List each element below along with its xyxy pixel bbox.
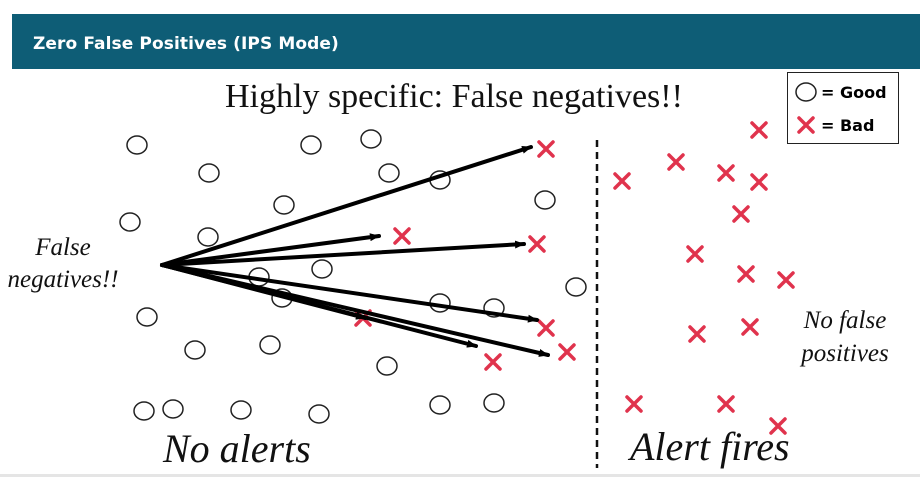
bad-x-icon bbox=[737, 265, 755, 283]
bad-x-icon bbox=[537, 319, 555, 337]
good-circle-icon bbox=[259, 335, 281, 355]
good-circle-icon bbox=[376, 356, 398, 376]
good-circle-icon bbox=[133, 401, 155, 421]
bad-x-icon bbox=[717, 395, 735, 413]
good-circle-icon bbox=[300, 135, 322, 155]
arrow-icon bbox=[160, 263, 550, 357]
good-circle-icon bbox=[198, 163, 220, 183]
good-circle-icon bbox=[378, 163, 400, 183]
bad-x-icon bbox=[797, 116, 815, 134]
bad-x-icon bbox=[537, 140, 555, 158]
good-circle-icon bbox=[483, 393, 505, 413]
bad-x-icon bbox=[686, 245, 704, 263]
good-circle-icon bbox=[230, 400, 252, 420]
good-circle-icon bbox=[565, 277, 587, 297]
good-circle-icon bbox=[184, 340, 206, 360]
bad-x-icon bbox=[777, 271, 795, 289]
good-circle-icon bbox=[197, 227, 219, 247]
good-circle-icon bbox=[126, 135, 148, 155]
good-circle-icon bbox=[360, 129, 382, 149]
bad-x-icon bbox=[613, 172, 631, 190]
good-circle-icon bbox=[119, 212, 141, 232]
good-circle-icon bbox=[136, 307, 158, 327]
legend: = Good = Bad bbox=[787, 72, 899, 144]
good-items bbox=[119, 129, 587, 424]
good-circle-icon bbox=[273, 195, 295, 215]
legend-good: = Good bbox=[794, 78, 887, 106]
legend-bad-label: = Bad bbox=[821, 115, 875, 135]
bad-x-icon bbox=[484, 353, 502, 371]
bad-x-icon bbox=[717, 164, 735, 182]
good-circle-icon bbox=[308, 404, 330, 424]
good-circle-icon bbox=[162, 399, 184, 419]
bad-x-icon bbox=[393, 227, 411, 245]
no-alerts-label: No alerts bbox=[163, 426, 311, 471]
good-circle-icon bbox=[534, 190, 556, 210]
good-circle-icon bbox=[311, 259, 333, 279]
header-bar: Zero False Positives (IPS Mode) bbox=[12, 14, 920, 69]
top-strip bbox=[0, 0, 920, 14]
bad-x-icon bbox=[750, 173, 768, 191]
bad-x-icon bbox=[528, 235, 546, 253]
no-false-positives-label: No false positives bbox=[801, 307, 889, 367]
arrow-icon bbox=[160, 233, 381, 267]
arrows bbox=[160, 145, 550, 357]
legend-good-label: = Good bbox=[821, 82, 887, 102]
arrow-icon bbox=[160, 263, 539, 323]
bad-items bbox=[354, 121, 795, 435]
alert-fires-label: Alert fires bbox=[630, 424, 790, 469]
page-title: Zero False Positives (IPS Mode) bbox=[33, 34, 339, 54]
arrow-icon bbox=[160, 145, 533, 267]
good-circle-icon bbox=[483, 298, 505, 318]
bottom-rule bbox=[0, 474, 920, 477]
false-negatives-label: False negatives!! bbox=[7, 234, 119, 293]
diagram-subtitle: Highly specific: False negatives!! bbox=[225, 78, 683, 115]
bad-x-icon bbox=[625, 395, 643, 413]
good-circle-icon bbox=[795, 82, 817, 102]
bad-x-icon bbox=[732, 205, 750, 223]
good-circle-icon bbox=[429, 395, 451, 415]
arrow-icon bbox=[160, 240, 526, 267]
bad-x-icon bbox=[558, 343, 576, 361]
bad-x-icon bbox=[750, 121, 768, 139]
bad-x-icon bbox=[667, 153, 685, 171]
legend-bad: = Bad bbox=[794, 111, 874, 139]
bad-x-icon bbox=[688, 325, 706, 343]
bad-x-icon bbox=[769, 417, 787, 435]
bad-x-icon bbox=[741, 318, 759, 336]
